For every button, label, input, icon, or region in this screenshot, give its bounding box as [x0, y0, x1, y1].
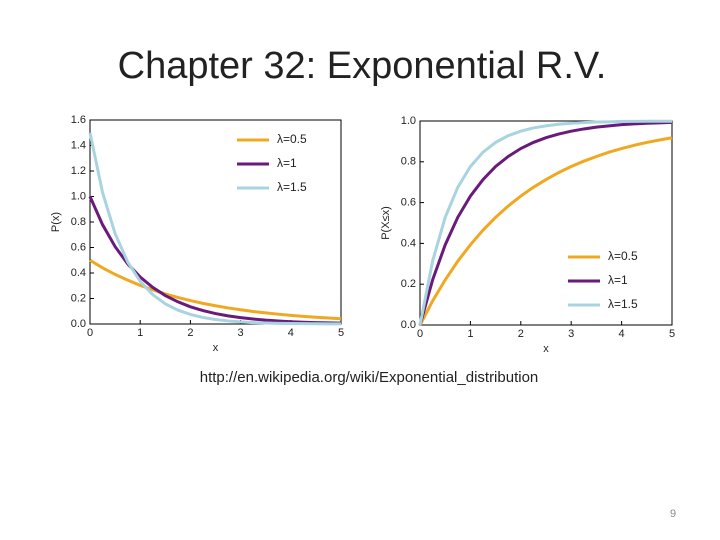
x-tick-label: 5	[338, 327, 344, 339]
plot-frame	[89, 119, 342, 325]
line-series	[89, 258, 342, 321]
legend-label: λ=1.5	[608, 297, 638, 311]
y-tick-label: 1.2	[71, 165, 86, 177]
page-number: 9	[670, 508, 676, 520]
source-caption: http://en.wikipedia.org/wiki/Exponential…	[200, 369, 539, 386]
y-tick-label: 0.6	[401, 197, 416, 209]
y-tick-label: 0.6	[71, 241, 86, 253]
y-tick-label: 1.0	[401, 115, 416, 127]
x-tick-label: 2	[187, 327, 193, 339]
x-axis-label: x	[213, 342, 219, 354]
line-series	[418, 119, 672, 326]
plot-frame	[419, 120, 673, 326]
y-tick-label: 0.2	[401, 278, 416, 290]
line-series	[418, 120, 673, 326]
y-tick-label: 0.4	[401, 237, 416, 249]
x-tick-label: 1	[467, 328, 473, 340]
x-tick-label: 1	[137, 327, 143, 339]
y-tick-label: 1.6	[71, 114, 86, 126]
slide-title: Chapter 32: Exponential R.V.	[118, 45, 607, 87]
x-tick-label: 0	[87, 327, 93, 339]
legend-label: λ=0.5	[608, 249, 638, 263]
legend-label: λ=1	[277, 156, 297, 170]
y-tick-label: 1.0	[71, 190, 86, 202]
x-tick-label: 5	[669, 328, 675, 340]
y-tick-label: 0.8	[401, 156, 416, 168]
line-series	[88, 132, 341, 326]
line-series	[418, 136, 673, 326]
x-tick-label: 0	[417, 328, 423, 340]
y-tick-label: 0.8	[71, 216, 86, 228]
y-tick-label: 0.2	[71, 292, 86, 304]
y-axis-label: P(X≤x)	[380, 206, 392, 240]
y-tick-label: 0.0	[71, 318, 86, 330]
x-tick-label: 3	[568, 328, 574, 340]
legend-label: λ=1.5	[277, 180, 307, 194]
y-tick-label: 0.4	[71, 267, 86, 279]
y-tick-label: 0.0	[401, 319, 416, 331]
x-tick-label: 3	[238, 327, 244, 339]
x-axis-label: x	[543, 343, 549, 355]
y-axis-label: P(x)	[50, 212, 62, 232]
x-tick-label: 4	[619, 328, 625, 340]
legend-label: λ=0.5	[277, 132, 307, 146]
x-tick-label: 4	[288, 327, 294, 339]
x-tick-label: 2	[518, 328, 524, 340]
legend-label: λ=1	[608, 273, 628, 287]
y-tick-label: 1.4	[71, 139, 86, 151]
